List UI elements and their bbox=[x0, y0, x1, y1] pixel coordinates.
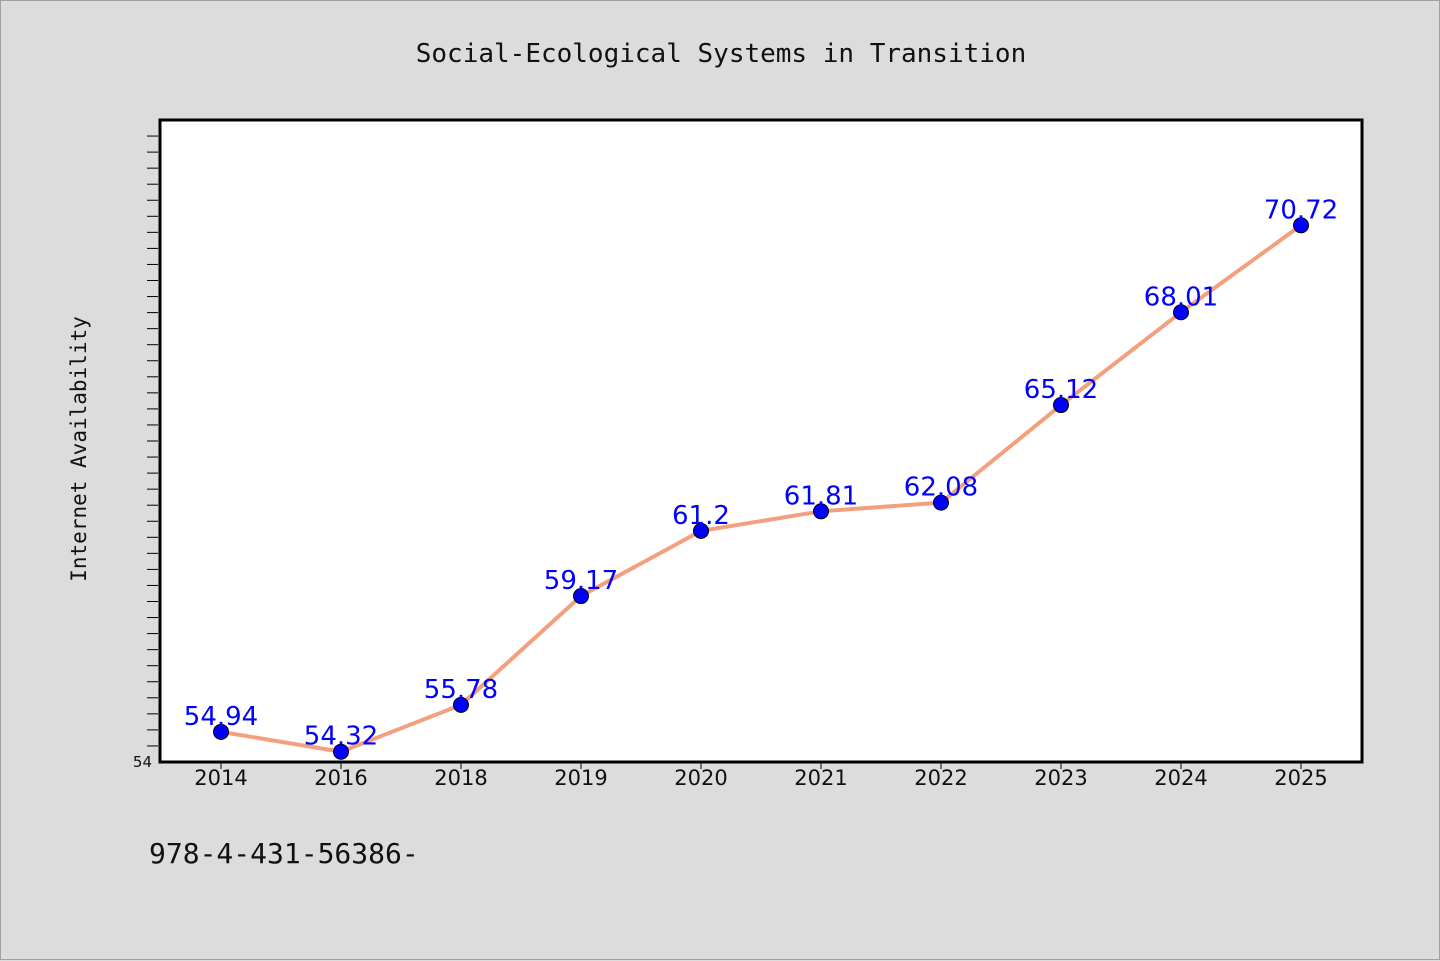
x-tick-label: 2014 bbox=[194, 766, 247, 790]
data-label: 61.81 bbox=[784, 481, 858, 511]
x-tick-label: 2025 bbox=[1274, 766, 1327, 790]
x-tick-label: 2016 bbox=[314, 766, 367, 790]
plot-area bbox=[158, 118, 1364, 764]
data-points bbox=[213, 217, 1309, 760]
data-label: 70.72 bbox=[1264, 195, 1338, 225]
data-point bbox=[213, 723, 229, 740]
x-tick-label: 2019 bbox=[554, 766, 607, 790]
data-point bbox=[1173, 304, 1189, 321]
x-tick-label: 2023 bbox=[1034, 766, 1087, 790]
x-axis: 2014 2016 2018 2019 2020 2021 2022 2023 2024 2025 bbox=[194, 763, 1328, 790]
x-tick-label: 2018 bbox=[434, 766, 487, 790]
y-axis-label: Internet Availability bbox=[67, 316, 91, 582]
data-point bbox=[813, 503, 829, 520]
x-tick-label: 2021 bbox=[794, 766, 847, 790]
data-point bbox=[573, 588, 589, 605]
x-tick-label: 2024 bbox=[1154, 766, 1207, 790]
data-labels: 54.94 54.32 55.78 59.17 61.2 61.81 62.08 65.12 6… bbox=[184, 195, 1338, 751]
data-label: 65.12 bbox=[1024, 375, 1098, 405]
data-point bbox=[1293, 217, 1309, 234]
data-label: 61.2 bbox=[672, 501, 730, 531]
data-label: 54.94 bbox=[184, 702, 258, 732]
data-label: 55.78 bbox=[424, 675, 498, 705]
data-label: 68.01 bbox=[1144, 282, 1218, 312]
x-tick-label: 2020 bbox=[674, 766, 727, 790]
series-line bbox=[220, 223, 1303, 754]
data-point bbox=[933, 494, 949, 511]
data-point bbox=[693, 522, 709, 539]
footer-text: 978-4-431-56386- bbox=[149, 837, 419, 870]
data-label: 54.32 bbox=[304, 722, 378, 752]
data-point bbox=[1053, 397, 1069, 414]
chart-title: Social-Ecological Systems in Transition bbox=[416, 39, 1026, 69]
data-label: 59.17 bbox=[544, 566, 618, 596]
data-label: 62.08 bbox=[904, 473, 978, 503]
data-point bbox=[453, 696, 469, 713]
data-point bbox=[333, 743, 349, 760]
x-tick-label: 2022 bbox=[914, 766, 967, 790]
y-tick-label: 54 bbox=[133, 753, 152, 771]
y-axis: 54 bbox=[133, 135, 158, 771]
